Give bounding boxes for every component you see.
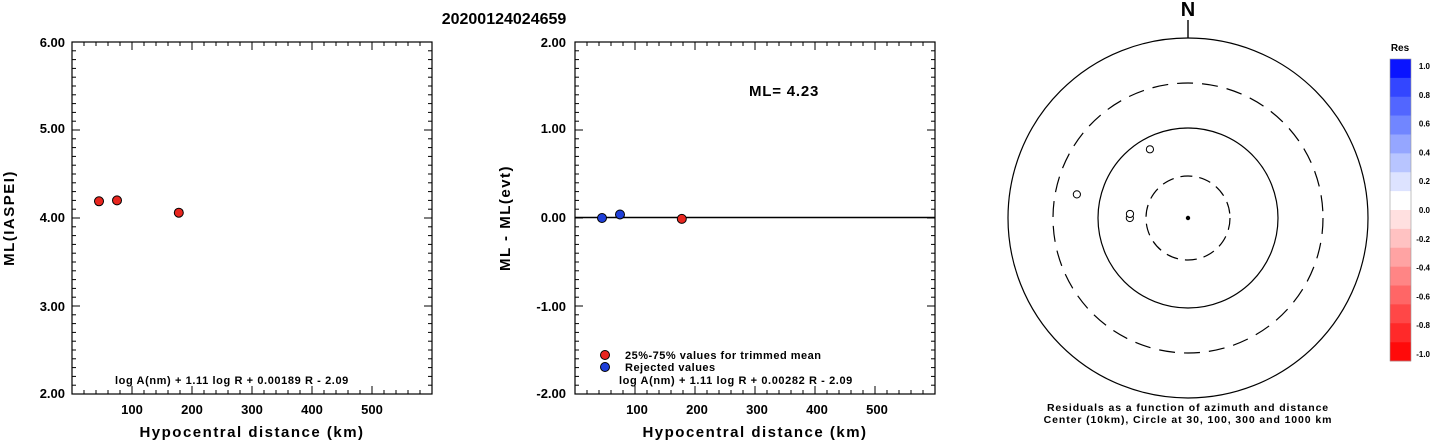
colorbar-labels: 1.0 0.8 0.6 0.4 0.2 0.0 -0.2 -0.4 -0.6 -0.8 -1.0: [1416, 62, 1430, 359]
ml-vs-distance-chart: 6.00 5.00 4.00 3.00 2.00 100 200 300 400…: [1, 35, 433, 441]
colorbar-swatch: [1390, 247, 1411, 267]
colorbar-tick-label: 0.0: [1419, 206, 1431, 215]
ml-data-points: [94, 195, 184, 218]
residual-y-axis-label: ML - ML(evt): [497, 165, 514, 271]
circle-1000km: [1007, 37, 1369, 399]
colorbar-tick-label: 1.0: [1419, 62, 1431, 71]
data-point: [112, 195, 122, 206]
residual-data-points: [597, 209, 687, 224]
data-point: [615, 209, 625, 220]
ml-plot-frame: [71, 41, 433, 395]
ml-xtick-label: 300: [241, 402, 263, 417]
ml-xtick-label: 200: [181, 402, 203, 417]
ml-ytick-label: 5.00: [40, 121, 65, 136]
colorbar-swatch: [1390, 266, 1411, 286]
residual-xtick-label: 300: [746, 402, 768, 417]
ml-xtick-label: 400: [301, 402, 323, 417]
epicenter-dot: [1185, 215, 1191, 221]
colorbar-swatch: [1390, 210, 1411, 230]
colorbar-swatch: [1390, 285, 1411, 305]
azimuth-residual-map: N Residuals as a function of azimuth and…: [1007, 0, 1369, 426]
colorbar-swatch: [1390, 191, 1411, 211]
colorbar-swatch: [1390, 153, 1411, 173]
residual-ytick-label: 0.00: [541, 210, 566, 225]
ml-x-axis-label: Hypocentral distance (km): [139, 424, 364, 441]
residual-ytick-label: 1.00: [541, 121, 566, 136]
polar-caption-line1: Residuals as a function of azimuth and d…: [1047, 402, 1329, 414]
ml-plot-ticks: [71, 41, 433, 395]
residual-xtick-label: 400: [806, 402, 828, 417]
ml-xtick-label: 100: [121, 402, 143, 417]
colorbar-tick-label: 0.2: [1419, 177, 1431, 186]
legend-marker-trimmed: [600, 350, 610, 360]
colorbar-frame: [1389, 58, 1412, 362]
ml-y-axis-label: ML(IASPEI): [1, 170, 18, 266]
legend-label-trimmed: 25%-75% values for trimmed mean: [625, 350, 821, 362]
colorbar-tick-label: -0.4: [1416, 264, 1430, 273]
colorbar-swatch: [1390, 77, 1411, 98]
colorbar-swatch: [1390, 342, 1411, 362]
colorbar-tick-label: -1.0: [1416, 350, 1430, 359]
ml-ytick-label: 6.00: [40, 35, 65, 50]
colorbar-swatch: [1390, 323, 1411, 343]
data-point: [94, 196, 104, 207]
ml-ytick-label: 3.00: [40, 299, 65, 314]
residual-vs-distance-chart: 2.00 1.00 0.00 -1.00 -2.00 100 200 300 4…: [497, 35, 936, 441]
station-marker: [1145, 145, 1155, 154]
legend-label-rejected: Rejected values: [625, 362, 716, 374]
colorbar-swatch: [1390, 228, 1411, 249]
residual-colorbar: Res 1.0 0.8 0.6 0.4 0.2 0.0 -0.2 -0.4 -0.6 -0.8 -1…: [1389, 43, 1431, 362]
circle-30km: [1145, 175, 1231, 261]
residual-plot-ticks: [574, 41, 936, 395]
residual-ytick-label: 2.00: [541, 35, 566, 50]
colorbar-title: Res: [1391, 43, 1410, 54]
ml-ytick-label: 4.00: [40, 210, 65, 225]
colorbar-tick-label: 0.4: [1419, 148, 1431, 157]
north-label: N: [1181, 0, 1195, 21]
residual-xtick-label: 500: [866, 402, 888, 417]
data-point: [173, 207, 184, 218]
colorbar-swatch: [1390, 59, 1411, 79]
residual-ytick-label: -1.00: [536, 299, 566, 314]
colorbar-tick-label: -0.6: [1416, 292, 1430, 301]
colorbar-swatch: [1390, 304, 1411, 324]
ml-event-value: ML= 4.23: [749, 83, 819, 100]
residual-ytick-label: -2.00: [536, 386, 566, 401]
colorbar-swatch: [1390, 134, 1411, 154]
ml-ytick-label: 2.00: [40, 386, 65, 401]
colorbar-tick-label: 0.6: [1419, 120, 1431, 129]
data-point: [676, 213, 687, 224]
colorbar-swatch: [1390, 172, 1411, 192]
data-point: [597, 213, 607, 223]
event-title: 20200124024659: [442, 11, 567, 28]
residual-formula: log A(nm) + 1.11 log R + 0.00282 R - 2.0…: [619, 375, 853, 387]
residual-xtick-label: 200: [686, 402, 708, 417]
colorbar-swatches: [1389, 58, 1412, 362]
circle-100km: [1097, 127, 1279, 309]
ml-formula: log A(nm) + 1.11 log R + 0.00189 R - 2.0…: [115, 375, 349, 387]
residual-xtick-label: 100: [626, 402, 648, 417]
station-marker: [1072, 190, 1081, 199]
polar-caption-line2: Center (10km), Circle at 30, 100, 300 an…: [1044, 414, 1333, 426]
residual-x-axis-label: Hypocentral distance (km): [642, 424, 867, 441]
ml-xtick-label: 500: [361, 402, 383, 417]
colorbar-swatch: [1390, 115, 1411, 135]
colorbar-tick-label: -0.2: [1416, 235, 1430, 244]
circle-300km: [1052, 82, 1324, 354]
colorbar-swatch: [1390, 96, 1411, 116]
legend-marker-rejected: [600, 362, 610, 372]
colorbar-tick-label: -0.8: [1416, 321, 1430, 330]
station-marker: [1125, 209, 1135, 219]
colorbar-tick-label: 0.8: [1419, 91, 1431, 100]
station-markers: [1072, 145, 1155, 223]
